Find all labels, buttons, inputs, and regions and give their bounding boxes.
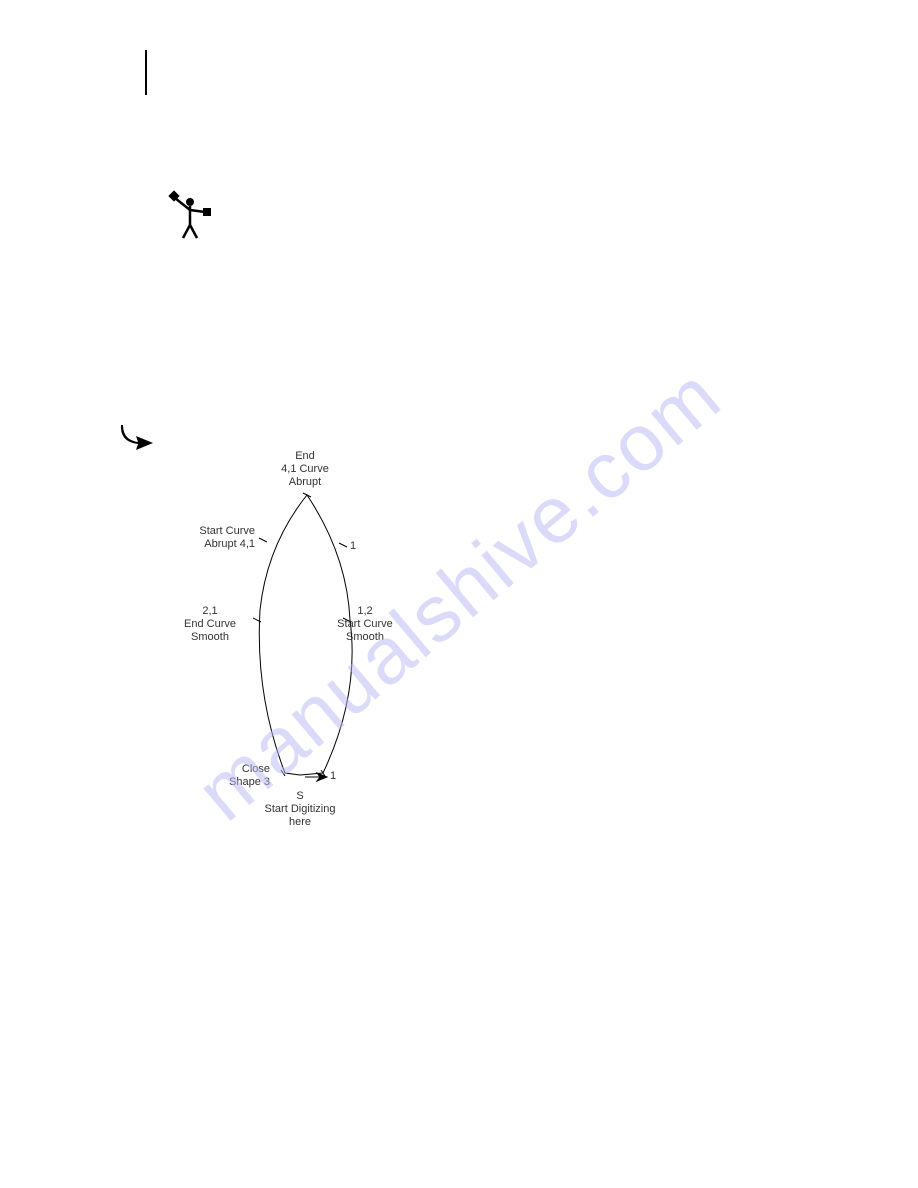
label-text: Start Curve	[199, 525, 255, 537]
label-text: Smooth	[346, 631, 384, 643]
label-text: 2,1	[202, 605, 217, 617]
page-mark	[145, 50, 147, 95]
label-start-digitizing: S Start Digitizing here	[255, 790, 345, 830]
label-text: 4,1 Curve	[281, 463, 329, 475]
label-text: 1	[350, 540, 356, 552]
label-end-curve-top: End 4,1 Curve Abrupt	[275, 450, 335, 490]
shape-diagram: End 4,1 Curve Abrupt 1 Start Curve Abrup…	[155, 445, 435, 885]
label-start-curve-smooth: 1,2 Start Curve Smooth	[325, 605, 405, 645]
label-text: 1,2	[357, 605, 372, 617]
label-text: Shape 3	[229, 776, 270, 788]
label-text: Abrupt 4,1	[204, 538, 255, 550]
label-text: S	[296, 790, 303, 802]
label-text: Start Digitizing	[265, 803, 336, 815]
label-text: 1	[330, 770, 336, 782]
label-text: here	[289, 816, 311, 828]
label-end-curve-smooth: 2,1 End Curve Smooth	[170, 605, 250, 645]
curved-arrow-icon	[118, 420, 158, 450]
label-text: End	[295, 450, 315, 462]
label-text: Start Curve	[337, 618, 393, 630]
label-start-curve-abrupt: Start Curve Abrupt 4,1	[170, 525, 255, 551]
label-text: Abrupt	[289, 476, 321, 488]
label-text: Smooth	[191, 631, 229, 643]
label-point-1-bottom: 1	[330, 770, 336, 783]
label-text: Close	[242, 763, 270, 775]
label-point-1-top: 1	[350, 540, 356, 553]
label-text: End Curve	[184, 618, 236, 630]
signal-person-icon	[165, 190, 215, 240]
label-close-shape: Close Shape 3	[210, 763, 270, 789]
